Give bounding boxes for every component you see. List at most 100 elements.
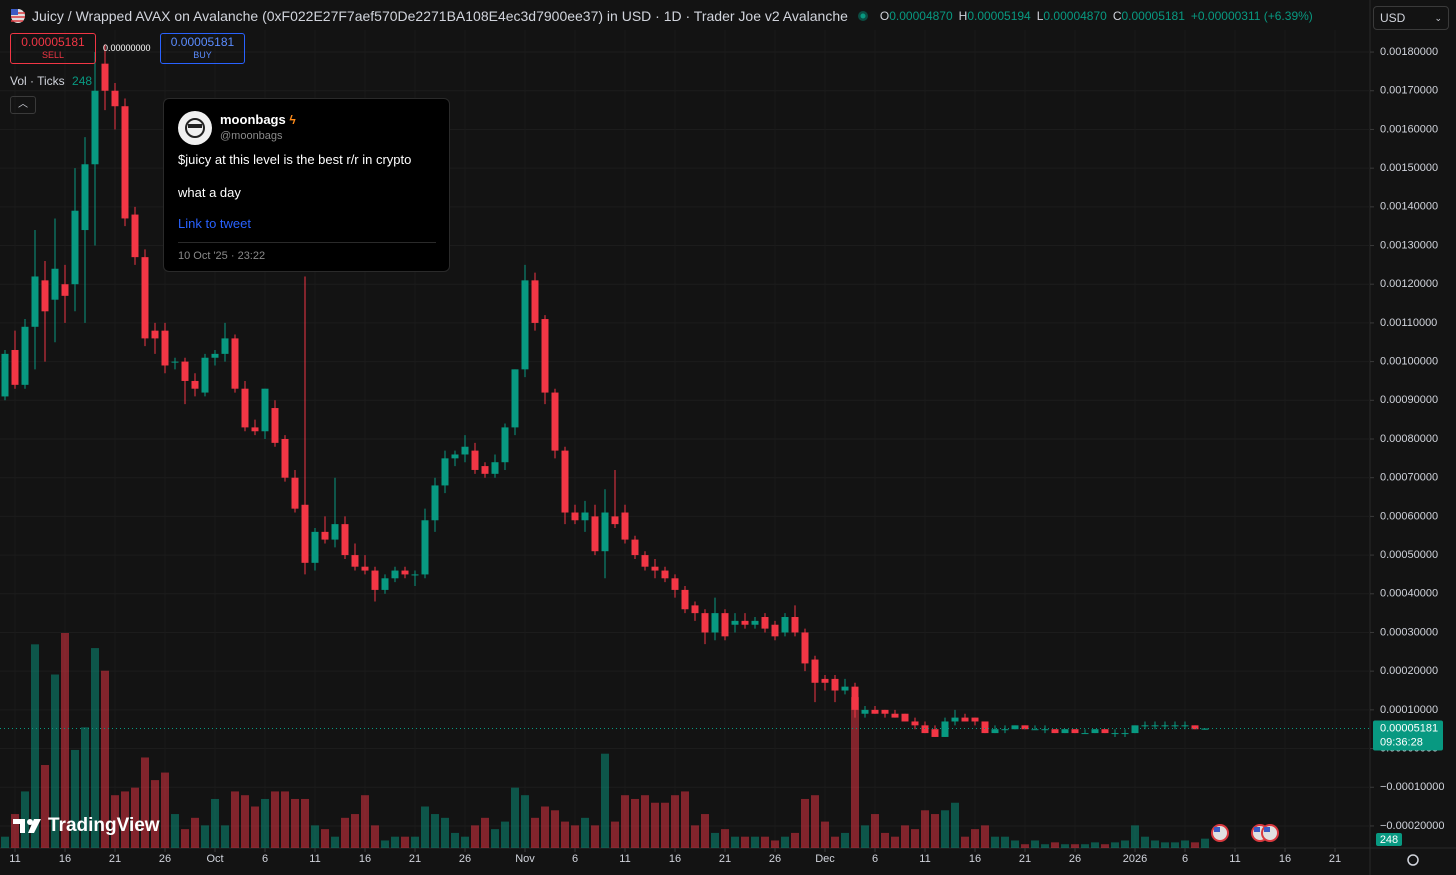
- volume-bar: [1161, 842, 1169, 848]
- symbol-title: Juicy / Wrapped AVAX on Avalanche (0xF02…: [32, 8, 848, 24]
- x-tick-label: 2026: [1123, 853, 1147, 865]
- buy-label: BUY: [193, 50, 212, 60]
- candle-body: [441, 458, 449, 486]
- volume-bar: [141, 757, 149, 848]
- volume-bar: [191, 817, 199, 848]
- candle-body: [191, 380, 199, 389]
- candle-body: [361, 566, 369, 571]
- collapse-button[interactable]: ︿: [10, 96, 36, 114]
- ohlc-key: C: [1112, 9, 1122, 23]
- volume-bar: [301, 798, 309, 848]
- volume-bar: [651, 802, 659, 848]
- volume-bar: [441, 817, 449, 848]
- volume-bar: [241, 795, 249, 848]
- volume-bar: [51, 674, 59, 848]
- candle-body: [1091, 729, 1099, 734]
- spread: 0.00000000: [103, 43, 151, 53]
- volume-bar: [281, 791, 289, 848]
- candle-body: [671, 578, 679, 590]
- volume-bar: [821, 821, 829, 848]
- candle-body: [431, 485, 439, 521]
- candle-body: [81, 164, 89, 231]
- candle-body: [991, 729, 999, 734]
- volume-bar: [871, 814, 879, 848]
- candle-body: [691, 605, 699, 614]
- candle-body: [41, 280, 49, 312]
- ohlc-key: H: [958, 9, 968, 23]
- volume-label-box: [1376, 833, 1402, 846]
- volume-bar: [461, 836, 469, 848]
- volume-bar: [401, 836, 409, 848]
- candle-body: [331, 524, 339, 540]
- candle-body: [821, 678, 829, 683]
- x-tick-label: 26: [1069, 853, 1081, 865]
- candle-body: [1, 353, 9, 397]
- x-tick-label: 6: [872, 853, 878, 865]
- candle-body: [531, 280, 539, 323]
- candle-body: [781, 616, 789, 633]
- volume-bar: [31, 644, 39, 848]
- candle-body: [261, 388, 269, 432]
- y-tick-label: 0.00170000: [1380, 85, 1438, 97]
- volume-bar: [741, 836, 749, 848]
- volume-bar: [421, 806, 429, 848]
- x-tick-label: 16: [59, 853, 71, 865]
- us-flag-icon: [11, 9, 25, 23]
- y-tick-label: 0.00140000: [1380, 201, 1438, 213]
- volume-bar: [311, 825, 319, 848]
- candle-body: [31, 276, 39, 327]
- candle-body: [411, 574, 419, 576]
- ohlc-key: L: [1036, 9, 1044, 23]
- candle-body: [451, 454, 459, 459]
- candle-body: [621, 512, 629, 540]
- candle-body: [1071, 729, 1079, 734]
- volume-bar: [641, 795, 649, 848]
- volume-bar: [631, 798, 639, 848]
- volume-label: 248: [1380, 834, 1398, 846]
- volume-bar: [711, 832, 719, 848]
- volume-bar: [501, 821, 509, 848]
- sell-button[interactable]: 0.00005181 SELL: [10, 33, 96, 64]
- candle-body: [901, 713, 909, 722]
- x-tick-label: 26: [769, 853, 781, 865]
- volume-bar: [1001, 836, 1009, 848]
- volume-bar: [751, 836, 759, 848]
- volume-bar: [121, 791, 129, 848]
- candle-body: [721, 613, 729, 637]
- volume-bar: [901, 825, 909, 848]
- candle-body: [741, 620, 749, 625]
- volume-bar: [531, 817, 539, 848]
- candle-body: [1021, 725, 1029, 730]
- candle-body: [761, 616, 769, 629]
- volume-bar: [521, 795, 529, 848]
- dropdown-caret: ⌄: [1434, 13, 1442, 23]
- volume-bar: [101, 670, 109, 848]
- volume-bar: [391, 836, 399, 848]
- volume-bar: [411, 836, 419, 848]
- volume-bar: [1061, 844, 1069, 848]
- volume-bar: [71, 749, 79, 848]
- candle-body: [841, 686, 849, 691]
- volume-bar: [831, 836, 839, 848]
- candle-body: [1151, 725, 1159, 727]
- candle-body: [321, 531, 329, 540]
- candle-body: [891, 713, 899, 718]
- buy-button[interactable]: 0.00005181 BUY: [160, 33, 245, 64]
- candle-body: [121, 106, 129, 219]
- volume-bar: [801, 798, 809, 848]
- buy-price: 0.00005181: [170, 35, 235, 49]
- volume-bar: [1151, 840, 1159, 848]
- volume-bar: [931, 814, 939, 848]
- candle-body: [461, 446, 469, 455]
- candle-body: [291, 477, 299, 509]
- candle-body: [811, 659, 819, 683]
- candle-body: [391, 570, 399, 579]
- x-tick-label: 26: [459, 853, 471, 865]
- currency-dropdown[interactable]: USD ⌄: [1373, 6, 1449, 30]
- candle-body: [61, 284, 69, 296]
- settings-icon: [1407, 854, 1419, 866]
- tweet-link[interactable]: Link to tweet: [178, 216, 251, 231]
- volume-bar: [571, 825, 579, 848]
- y-tick-label: 0.00040000: [1380, 588, 1438, 600]
- ohlc-value: 0.00005181: [1121, 9, 1185, 23]
